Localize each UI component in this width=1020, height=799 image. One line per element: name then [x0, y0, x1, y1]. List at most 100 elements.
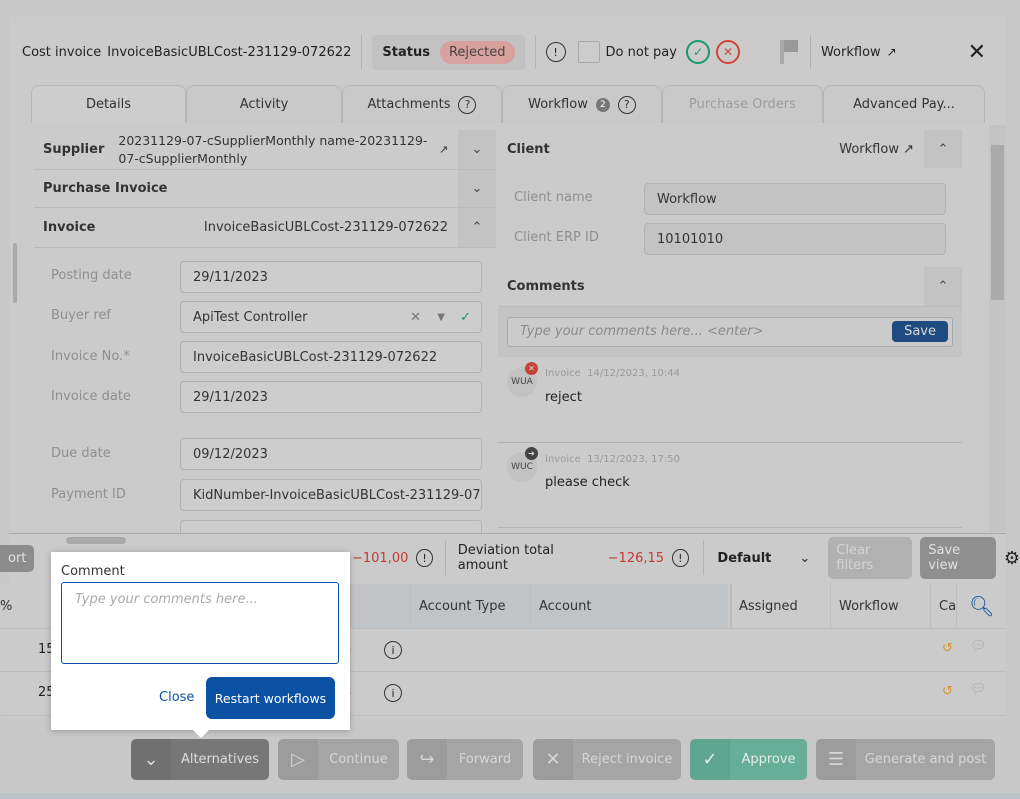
info-icon[interactable]: ! [416, 549, 433, 567]
field-label: Invoice No.* [51, 349, 130, 364]
cell-percent: 15 [38, 642, 55, 657]
tab-activity[interactable]: Activity [186, 85, 342, 123]
buyer-ref-select[interactable]: ApiTest Controller ✕ ▼ ✓ [180, 301, 482, 333]
column-header[interactable]: Account [531, 584, 732, 628]
comments-section[interactable]: Comments ⌃ [498, 267, 962, 307]
sync-icon[interactable]: ↺ [942, 684, 953, 699]
chevron-up-icon[interactable]: ⌃ [458, 208, 496, 247]
section-title: Purchase Invoice [43, 181, 168, 196]
do-not-pay-label: Do not pay [605, 44, 677, 60]
amount-value: −101,00 [352, 550, 409, 566]
tab-label: Workflow [528, 97, 588, 112]
header-highlight [350, 584, 728, 628]
chevron-up-icon[interactable]: ⌃ [924, 130, 962, 168]
chevron-down-icon[interactable]: ⌄ [799, 550, 811, 566]
forward-button[interactable]: ↪ Forward [407, 739, 523, 780]
clear-filters-button[interactable]: Clear filters [828, 537, 913, 579]
invoice-section[interactable]: Invoice InvoiceBasicUBLCost-231129-07262… [34, 208, 496, 248]
invoice-date-input[interactable]: 29/11/2023 [180, 381, 482, 413]
external-link-icon[interactable]: ↗ [439, 143, 449, 156]
comment-type: Invoice [545, 368, 581, 379]
help-icon[interactable]: ? [458, 95, 477, 114]
tab-attachments[interactable]: Attachments? [342, 85, 502, 123]
client-workflow-link[interactable]: Workflow ↗ [839, 141, 914, 157]
purchase-invoice-section[interactable]: Purchase Invoice ⌄ [34, 170, 496, 208]
divider [9, 533, 1006, 534]
field-label: Due date [51, 446, 111, 461]
check-icon: ✓ [690, 739, 730, 780]
save-comment-button[interactable]: Save [892, 321, 948, 342]
posting-date-input[interactable]: 29/11/2023 [180, 261, 482, 293]
field-label: Client ERP ID [514, 230, 599, 245]
gear-icon[interactable]: ⚙ [1003, 547, 1020, 569]
invoice-no-input[interactable]: InvoiceBasicUBLCost-231129-072622 [180, 341, 482, 373]
column-header[interactable]: % [0, 598, 13, 614]
clear-icon[interactable]: ✕ [410, 309, 421, 325]
chevron-up-icon[interactable]: ⌃ [924, 267, 962, 306]
tab-workflow[interactable]: Workflow 2? [502, 85, 662, 123]
cell-percent: 25 [38, 685, 55, 700]
restart-workflow-popover: Comment Type your comments here... Close… [51, 552, 350, 730]
close-button[interactable]: Close [159, 690, 195, 705]
comment-type: Invoice [545, 454, 581, 465]
chevron-down-icon[interactable]: ⌄ [458, 170, 496, 207]
comment-icon[interactable]: 💬︎ [970, 639, 987, 654]
column-header[interactable]: Workflow [831, 584, 931, 628]
numbered-list-icon: ☰ [816, 739, 856, 780]
footer-strip [0, 793, 1020, 799]
info-icon[interactable]: ! [672, 549, 689, 567]
do-not-pay-checkbox[interactable] [577, 41, 600, 63]
comment-textarea[interactable]: Type your comments here... [61, 582, 339, 664]
button-label: Forward [458, 752, 512, 767]
right-scrollbar[interactable] [989, 125, 1006, 532]
due-date-input[interactable]: 09/12/2023 [180, 438, 482, 470]
payment-id-input[interactable]: KidNumber-InvoiceBasicUBLCost-231129-072… [180, 479, 482, 511]
comment-time: 14/12/2023, 10:44 [587, 368, 680, 379]
client-section[interactable]: Client Workflow ↗ ⌃ [498, 130, 962, 168]
horizontal-scroll-handle[interactable] [66, 537, 126, 544]
help-icon[interactable]: ? [617, 95, 636, 114]
field-label: Client name [514, 190, 593, 205]
tab-advanced-payment[interactable]: Advanced Pay... [823, 85, 985, 123]
reject-invoice-button[interactable]: ✕ Reject invoice [533, 739, 681, 780]
export-button[interactable]: ort [0, 543, 35, 573]
check-icon: ✓ [460, 309, 471, 325]
left-scrollbar[interactable] [13, 243, 17, 303]
approve-status-icon[interactable]: ✓ [685, 40, 710, 64]
tab-label: Purchase Orders [689, 97, 796, 112]
warning-icon[interactable]: ! [545, 42, 566, 62]
close-icon[interactable]: ✕ [967, 39, 986, 65]
restart-workflows-button[interactable]: Restart workflows [206, 677, 335, 719]
view-select[interactable]: Default [717, 550, 772, 566]
continue-button[interactable]: ▷ Continue [278, 739, 399, 780]
button-label: Reject invoice [581, 752, 673, 767]
supplier-section[interactable]: Supplier 20231129-07-cSupplierMonthly na… [34, 130, 496, 170]
next-field-input[interactable] [180, 520, 482, 534]
reject-status-icon[interactable]: ✕ [715, 40, 740, 64]
flag-icon[interactable] [779, 40, 798, 64]
comment-icon[interactable]: 💬︎ [970, 682, 987, 697]
tab-details[interactable]: Details [31, 85, 186, 123]
save-view-button[interactable]: Save view [920, 537, 996, 579]
search-icon[interactable]: 🔍︎ [969, 594, 995, 618]
client-erp-field: 10101010 [644, 223, 946, 255]
column-header[interactable]: Account Type [410, 584, 531, 628]
generate-and-post-button[interactable]: ☰ Generate and post [816, 739, 995, 780]
tab-purchase-orders[interactable]: Purchase Orders [662, 85, 823, 123]
dropdown-icon[interactable]: ▼ [437, 311, 445, 323]
link-text: Workflow [839, 141, 899, 157]
play-icon: ▷ [278, 739, 318, 780]
column-header[interactable]: Assigned [730, 584, 831, 628]
placeholder: Type your comments here... [75, 592, 258, 607]
sync-icon[interactable]: ↺ [942, 641, 953, 656]
info-icon[interactable]: i [384, 641, 402, 659]
divider [498, 527, 962, 528]
header-workflow-link[interactable]: Workflow [820, 44, 881, 60]
chevron-down-icon[interactable]: ⌄ [458, 130, 496, 169]
comment-input[interactable]: Type your comments here... <enter> Save [507, 317, 953, 347]
status-badge: Rejected [439, 40, 515, 64]
alternatives-button[interactable]: ⌄ Alternatives [131, 739, 269, 780]
approve-button[interactable]: ✓ Approve [690, 739, 807, 780]
column-header[interactable]: Ca [931, 584, 957, 628]
info-icon[interactable]: i [384, 684, 402, 702]
